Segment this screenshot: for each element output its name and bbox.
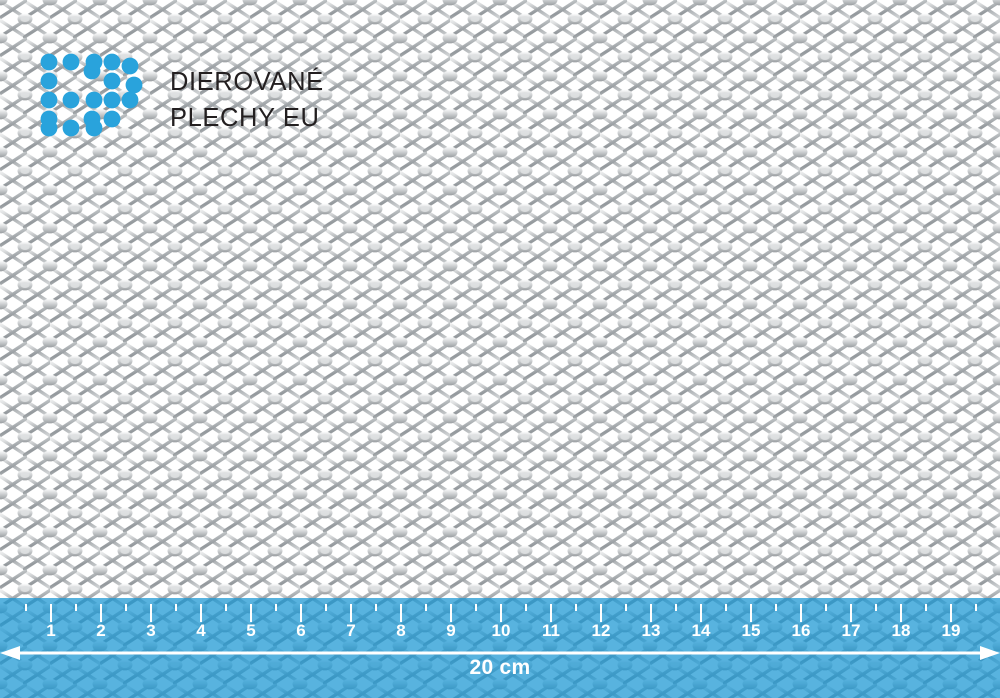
ruler-tick-label: 14 [691, 621, 711, 640]
ruler-tick-label: 2 [96, 621, 106, 640]
ruler-tick-label: 3 [146, 621, 156, 640]
ruler-minor-tick [675, 604, 677, 611]
ruler-minor-tick [975, 604, 977, 611]
ruler-minor-tick [25, 604, 27, 611]
ruler-ticks: 1 2 3 4 5 6 7 8 9 10 11 12 13 14 15 16 17 18 19 [0, 598, 1000, 644]
ruler-minor-tick [725, 604, 727, 611]
ruler-major-tick [450, 604, 452, 622]
ruler-tick-label: 15 [741, 621, 761, 640]
ruler-major-tick [850, 604, 852, 622]
ruler-minor-tick [425, 604, 427, 611]
ruler-minor-tick [75, 604, 77, 611]
ruler-tick-label: 5 [246, 621, 256, 640]
ruler-major-tick [700, 604, 702, 622]
total-length-label: 20 cm [469, 656, 531, 679]
ruler-major-tick [950, 604, 952, 622]
ruler-major-tick [350, 604, 352, 622]
ruler-tick-label: 1 [46, 621, 56, 640]
total-length-arrow [0, 642, 1000, 664]
ruler-major-tick [750, 604, 752, 622]
ruler-tick-label: 16 [791, 621, 811, 640]
ruler-minor-tick [925, 604, 927, 611]
ruler-minor-tick [475, 604, 477, 611]
ruler-tick-label: 17 [841, 621, 861, 640]
ruler-major-tick [500, 604, 502, 622]
dot-matrix-logo-icon [38, 52, 150, 138]
ruler-major-tick [650, 604, 652, 622]
scale-ruler-band: 1 2 3 4 5 6 7 8 9 10 11 12 13 14 15 16 17 18 19 20 cm [0, 598, 1000, 698]
ruler-minor-tick [825, 604, 827, 611]
ruler-major-tick [300, 604, 302, 622]
ruler-major-tick [100, 604, 102, 622]
ruler-major-tick [200, 604, 202, 622]
ruler-major-tick [550, 604, 552, 622]
ruler-major-tick [50, 604, 52, 622]
ruler-tick-label: 18 [891, 621, 911, 640]
ruler-minor-tick [125, 604, 127, 611]
ruler-tick-label: 19 [941, 621, 961, 640]
ruler-tick-label: 4 [196, 621, 206, 640]
ruler-major-tick [600, 604, 602, 622]
brand-logo: DIEROVANÉ PLECHY EU [38, 52, 338, 152]
ruler-tick-label: 9 [446, 621, 456, 640]
ruler-tick-label: 11 [542, 621, 560, 640]
ruler-tick-label: 8 [396, 621, 406, 640]
ruler-minor-tick [875, 604, 877, 611]
brand-name-line2: PLECHY EU [170, 103, 320, 132]
brand-name-line1: DIEROVANÉ [170, 68, 324, 96]
ruler-minor-tick [225, 604, 227, 611]
ruler-tick-label: 10 [491, 621, 511, 640]
ruler-major-tick [800, 604, 802, 622]
ruler-major-tick [400, 604, 402, 622]
ruler-minor-tick [775, 604, 777, 611]
ruler-tick-label: 7 [346, 621, 356, 640]
brand-logo-text: DIEROVANÉ PLECHY EU [170, 68, 324, 132]
ruler-minor-tick [275, 604, 277, 611]
ruler-tick-label: 6 [296, 621, 306, 640]
ruler-major-tick [150, 604, 152, 622]
ruler-major-tick [250, 604, 252, 622]
ruler-minor-tick [375, 604, 377, 611]
ruler-minor-tick [625, 604, 627, 611]
ruler-tick-label: 13 [641, 621, 661, 640]
ruler-tick-label: 12 [591, 621, 611, 640]
ruler-major-tick [900, 604, 902, 622]
ruler-minor-tick [325, 604, 327, 611]
ruler-minor-tick [175, 604, 177, 611]
ruler-minor-tick [575, 604, 577, 611]
ruler-minor-tick [525, 604, 527, 611]
